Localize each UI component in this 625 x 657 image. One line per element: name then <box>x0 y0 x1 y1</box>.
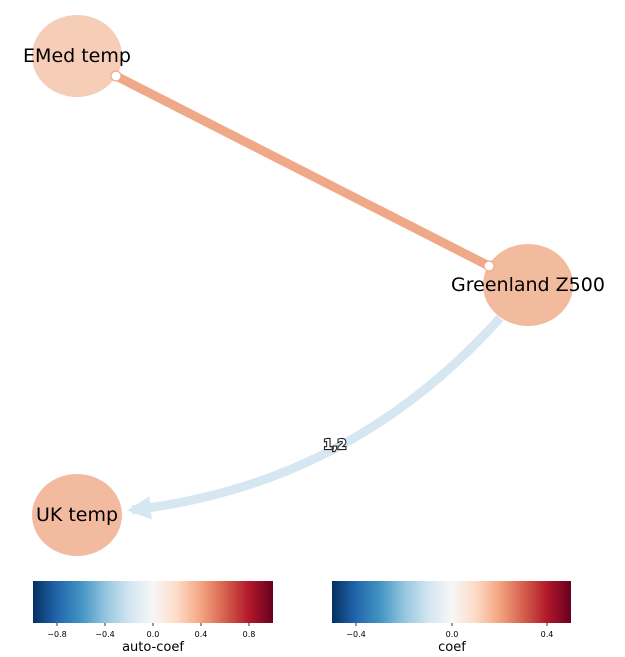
colorbar-tick-label: 0.8 <box>243 630 256 639</box>
colorbar-auto-coef-gradient <box>33 581 273 623</box>
edge-endpoint-marker <box>110 70 122 82</box>
node-emed-temp[interactable]: EMed temp <box>23 15 131 97</box>
node-uk-temp-circle <box>32 474 122 556</box>
edge-endpoint-marker <box>483 260 495 272</box>
colorbar-tick-label: 0.0 <box>147 630 160 639</box>
node-uk-temp-label: UK temp <box>36 504 118 526</box>
edge-greenland-uk <box>127 314 504 520</box>
edge-lag-label: 1,2 <box>323 438 346 453</box>
colorbar-coef-title: coef <box>438 640 466 655</box>
node-greenland-z500-circle <box>483 244 573 326</box>
edge-emed-greenland <box>113 71 492 271</box>
colorbar-auto-coef: −0.8 −0.4 0.0 0.4 0.8 auto-coef <box>33 581 273 655</box>
colorbar-tick-label: −0.4 <box>346 630 365 639</box>
node-emed-temp-circle <box>32 15 122 97</box>
colorbar-tick-label: 0.4 <box>195 630 208 639</box>
node-greenland-z500-label: Greenland Z500 <box>451 274 605 296</box>
colorbar-tick-label: 0.0 <box>446 630 459 639</box>
node-emed-temp-label: EMed temp <box>23 45 131 67</box>
colorbar-coef-gradient <box>332 581 571 623</box>
colorbar-coef-ticks: −0.4 0.0 0.4 <box>346 623 553 639</box>
colorbar-tick-label: 0.4 <box>541 630 554 639</box>
colorbar-tick-label: −0.4 <box>95 630 114 639</box>
colorbar-tick-label: −0.8 <box>47 630 66 639</box>
colorbar-auto-coef-ticks: −0.8 −0.4 0.0 0.4 0.8 <box>47 623 255 639</box>
colorbar-auto-coef-title: auto-coef <box>122 640 184 655</box>
colorbar-coef: −0.4 0.0 0.4 coef <box>332 581 571 655</box>
node-greenland-z500[interactable]: Greenland Z500 <box>451 244 605 326</box>
node-uk-temp[interactable]: UK temp <box>32 474 122 556</box>
